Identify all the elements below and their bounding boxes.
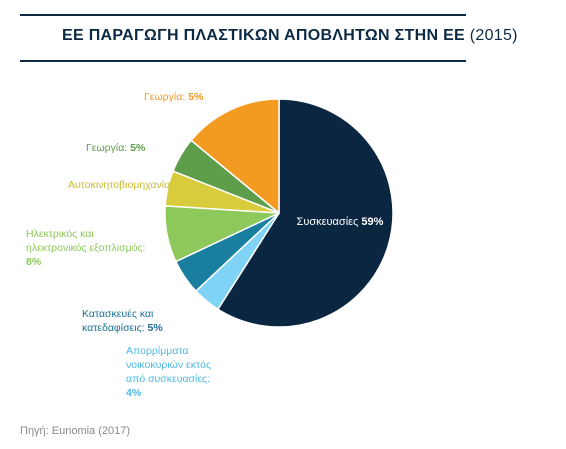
slice-label-packaging: Συσκευασίες 59% xyxy=(297,216,384,228)
chart-title: ΕΕ ΠΑΡΑΓΩΓΗ ΠΛΑΣΤΙΚΩΝ ΑΠΟΒΛΗΤΩΝ ΣΤΗΝ ΕΕ … xyxy=(62,27,518,45)
chart-title-year: (2015) xyxy=(469,27,518,44)
slice-label-automotive: Αυτοκινητοβιομηχανία xyxy=(68,179,171,191)
slice-label-construction: Κατασκευές και κατεδαφίσεις: 5% xyxy=(82,308,163,334)
pie-slice-6 xyxy=(190,98,280,215)
chart-title-main: ΕΕ ΠΑΡΑΓΩΓΗ ΠΛΑΣΤΙΚΩΝ ΑΠΟΒΛΗΤΩΝ ΣΤΗΝ ΕΕ xyxy=(62,27,466,44)
pie-slice-0 xyxy=(216,98,394,328)
source-note: Πηγή: Eunomia (2017) xyxy=(20,425,131,437)
slice-label-electronics: Ηλεκτρικός και ηλεκτρονικός εξοπλισμός: 8… xyxy=(26,228,146,268)
slice-label-agriculture: Γεωργία: 5% xyxy=(86,142,146,154)
slice-label-agriculture-orange: Γεωργία: 5% xyxy=(144,91,204,103)
slice-label-household: Απορρίμματα νοικοκυριών εκτός από συσκευ… xyxy=(126,345,212,399)
title-rule-top xyxy=(20,14,466,16)
title-rule-bottom xyxy=(20,60,466,62)
